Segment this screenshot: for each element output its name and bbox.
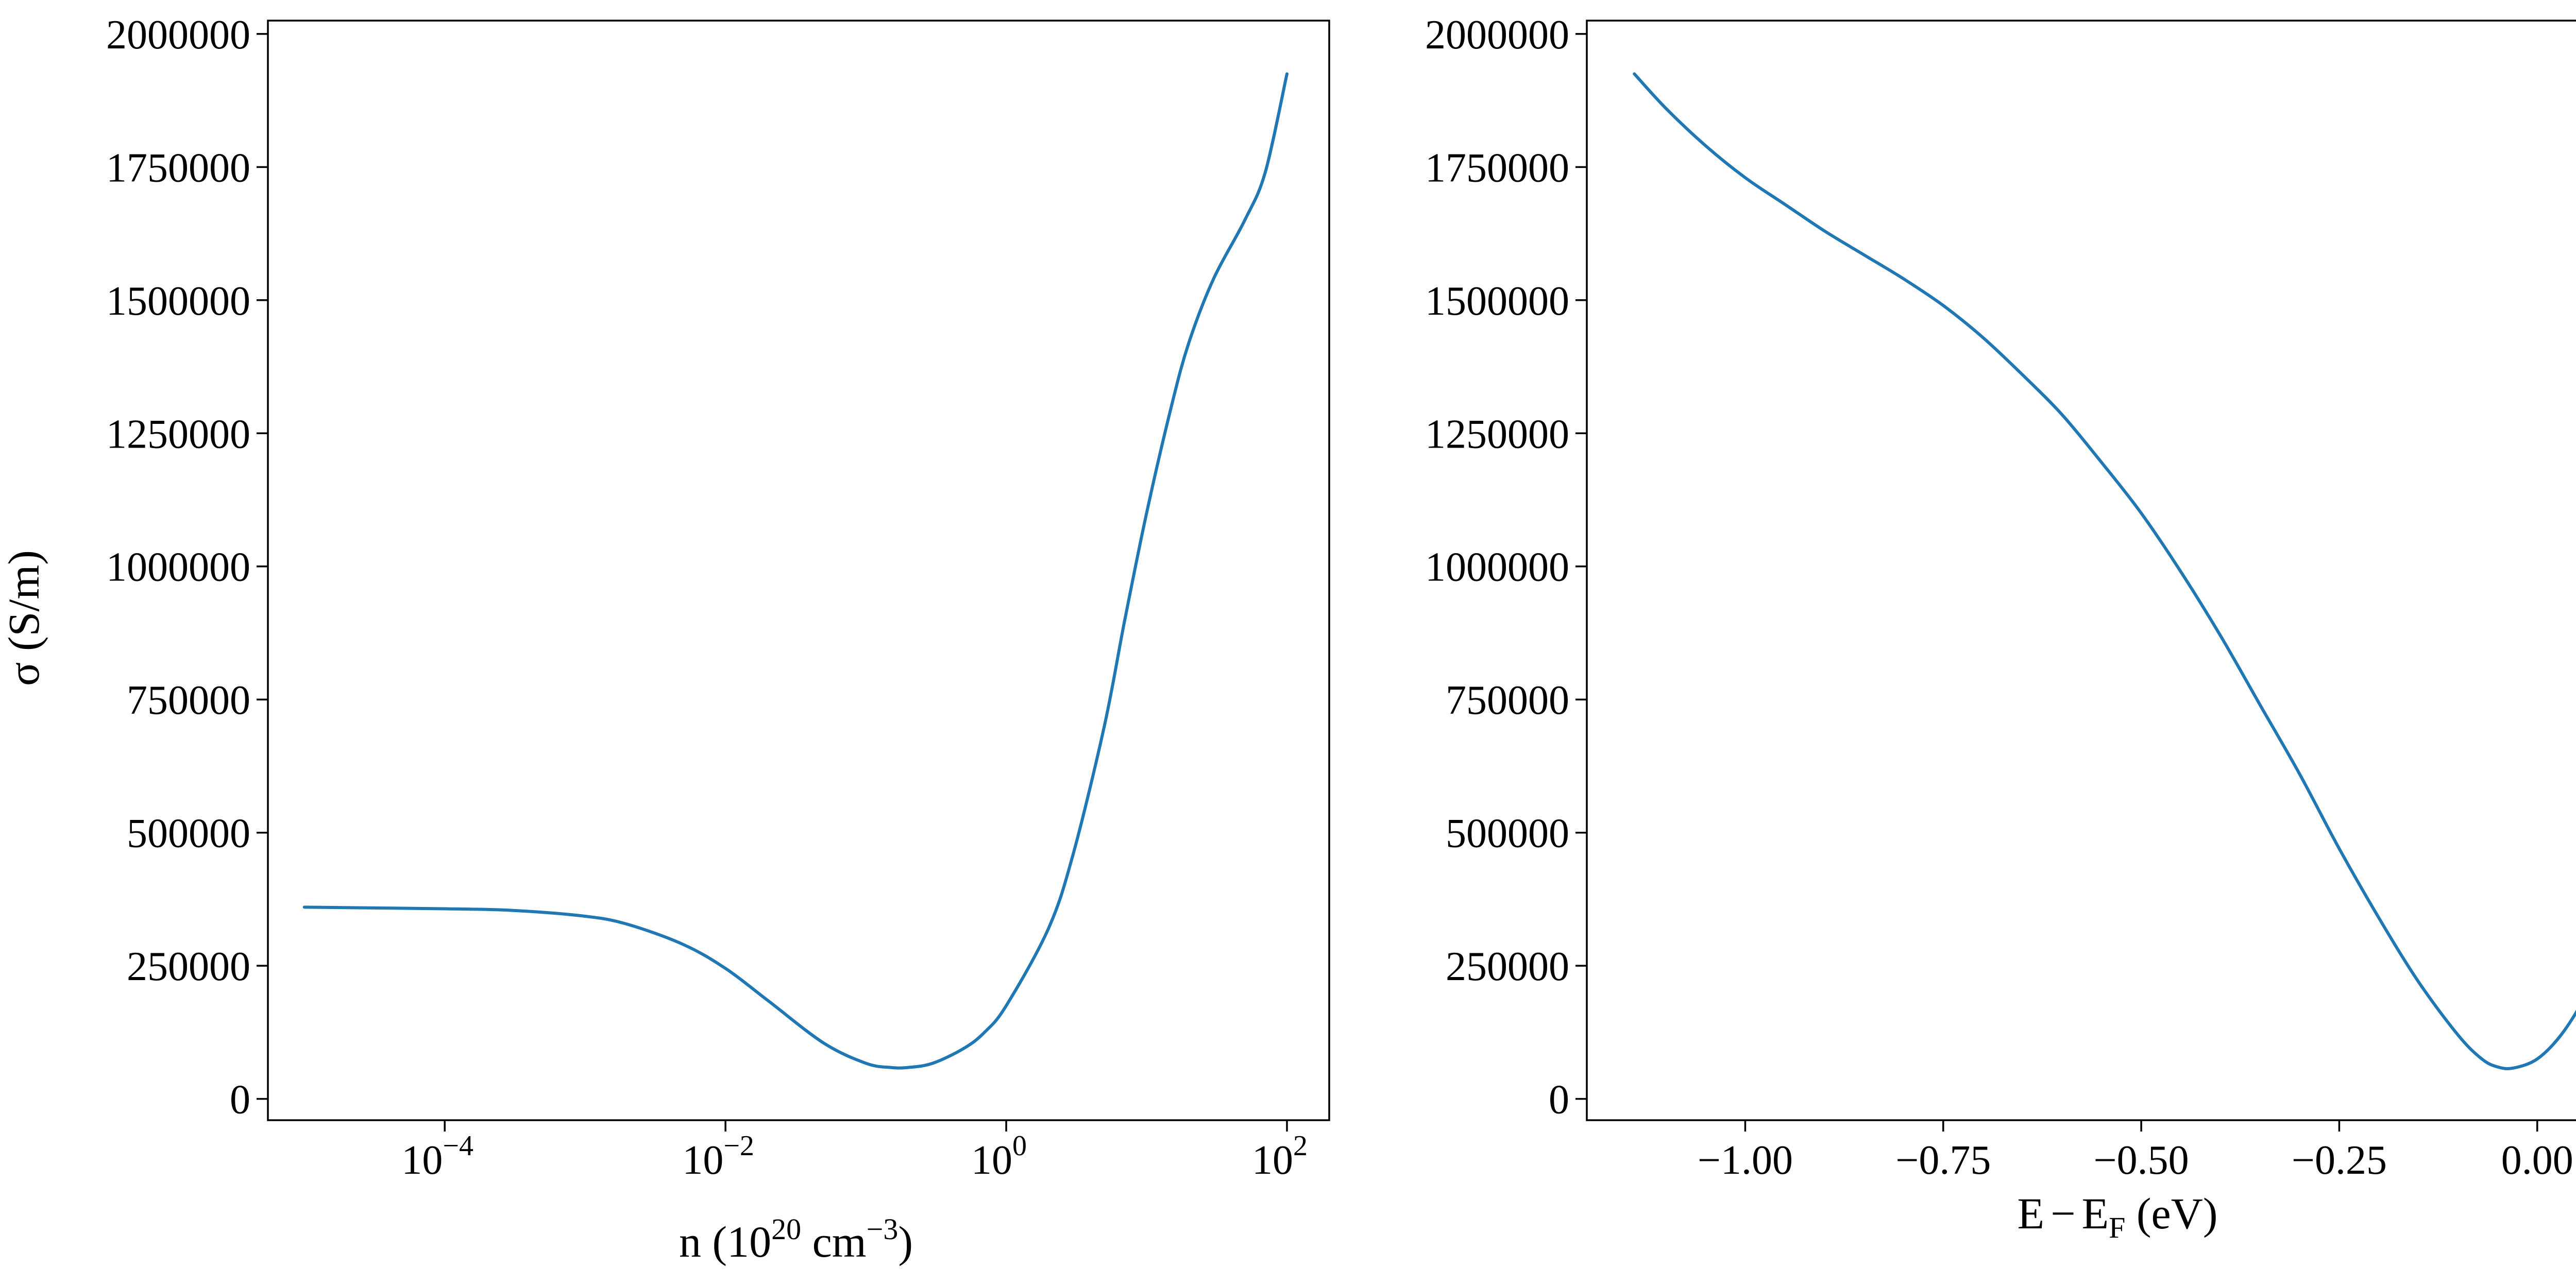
x-axis-ticks-right: −1.00 −0.75 −0.50 −0.25 0.00 — [1698, 1120, 2573, 1183]
y-tick-label: 750000 — [127, 678, 250, 723]
chart-right: 0 250000 500000 750000 1000000 1250000 1500000… — [1425, 12, 2576, 1244]
axes-frame-right — [1586, 20, 2576, 1121]
y-tick-label: 0 — [1549, 1077, 1569, 1123]
x-tick-label: 10−4 — [401, 1130, 473, 1183]
y-tick-label: 500000 — [1446, 811, 1569, 856]
plot-area-right — [1633, 72, 2576, 1070]
x-axis-label-left: n (1020 cm−3) — [679, 1212, 913, 1266]
y-tick-label: 2000000 — [106, 12, 250, 58]
y-axis-label-left: σ (S/m) — [0, 550, 48, 686]
x-tick-label: −1.00 — [1698, 1138, 1793, 1183]
y-tick-label: 1500000 — [106, 279, 250, 324]
y-axis-ticks-left: 0 250000 500000 750000 1000000 1250000 1500000… — [106, 12, 268, 1123]
y-tick-label: 1250000 — [106, 412, 250, 457]
y-tick-label: 0 — [230, 1077, 250, 1123]
y-axis-ticks-right: 0 250000 500000 750000 1000000 1250000 1500000… — [1425, 12, 1587, 1123]
x-tick-label: −0.75 — [1895, 1138, 1991, 1183]
x-tick-label: 100 — [971, 1130, 1027, 1183]
y-tick-label: 750000 — [1446, 678, 1569, 723]
x-axis-label-right: E − EF (eV) — [2018, 1189, 2218, 1244]
y-tick-label: 500000 — [127, 811, 250, 856]
y-tick-label: 1000000 — [106, 545, 250, 590]
x-tick-label: 10−2 — [682, 1130, 754, 1183]
y-tick-label: 1250000 — [1425, 412, 1569, 457]
x-tick-label: −0.50 — [2094, 1138, 2189, 1183]
y-tick-label: 2000000 — [1425, 12, 1569, 58]
y-tick-label: 250000 — [1446, 944, 1569, 989]
y-tick-label: 250000 — [127, 944, 250, 989]
y-tick-label: 1750000 — [106, 145, 250, 191]
y-tick-label: 1000000 — [1425, 545, 1569, 590]
x-tick-label: 102 — [1252, 1130, 1308, 1183]
chart-left: 0 250000 500000 750000 1000000 1250000 1500000… — [0, 12, 1330, 1266]
x-tick-label: 0.00 — [2501, 1138, 2573, 1183]
axes-frame-left — [267, 20, 1330, 1121]
y-tick-label: 1500000 — [1425, 279, 1569, 324]
plot-area-left — [302, 72, 1289, 1070]
series-line-0 — [302, 72, 1289, 1070]
x-tick-label: −0.25 — [2292, 1138, 2387, 1183]
x-axis-ticks-left: 10−4 10−2 100 102 — [401, 1120, 1308, 1183]
series-line-0 — [1633, 72, 2576, 1070]
y-tick-label: 1750000 — [1425, 145, 1569, 191]
